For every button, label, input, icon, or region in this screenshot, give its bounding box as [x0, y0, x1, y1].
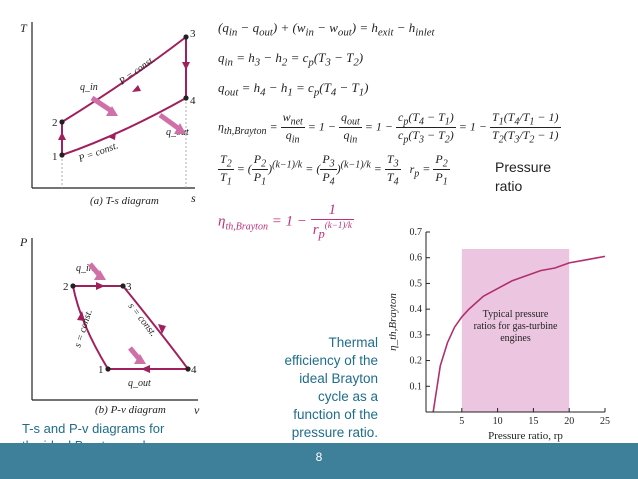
pv-qin-label: q_in [76, 263, 94, 274]
eq-q-in: qin = h3 − h2 = cp(T3 − T2) [218, 50, 364, 69]
thermal-caption-line-4: cycle as a [317, 389, 378, 404]
chart-x-ticks: 5 10 15 20 25 [459, 408, 610, 427]
y-tick-label: 0.5 [410, 278, 423, 289]
page-number: 8 [315, 450, 323, 464]
pv-y-label: P [19, 235, 28, 249]
y-tick-label: 0.2 [410, 356, 423, 367]
chart-y-label: η_th,Brayton [387, 293, 399, 351]
pv-cycle-3-4 [122, 285, 189, 370]
pv-x-label: v [194, 403, 200, 417]
x-tick-label: 20 [564, 416, 574, 427]
ts-cycle-2-3 [61, 36, 187, 123]
typical-range-label: Typical pressure ratios for gas-turbine en… [474, 309, 558, 344]
ts-caption: (a) T-s diagram [90, 195, 159, 207]
pv-cycle-1-2 [72, 285, 109, 370]
pv-diagram: P v 1 2 3 4 s = const. s = const. q_in q… [19, 235, 200, 417]
y-tick-label: 0.7 [410, 227, 423, 238]
efficiency-chart: 5 10 15 20 25 0.1 0.2 0.3 0.4 0.5 0.6 0.7 Typical … [387, 227, 610, 442]
eq-efficiency: ηth,Brayton = wnet qin = 1 − qout qin = 1 … [218, 110, 561, 146]
ts-state-1: 1 [52, 151, 58, 163]
eq-final-efficiency: ηth,Brayton = 1 − 1 rp(k−1)/k [218, 202, 354, 241]
pv-qout-label: q_out [128, 378, 151, 389]
pv-state-4: 4 [191, 364, 197, 376]
chart-y-ticks: 0.1 0.2 0.3 0.4 0.5 0.6 0.7 [410, 227, 430, 392]
x-tick-label: 25 [600, 416, 610, 427]
thermal-caption: Thermal efficiency of the ideal Brayton … [250, 334, 378, 442]
y-tick-label: 0.6 [410, 253, 423, 264]
ts-pconst-lower: P = const. [76, 140, 120, 165]
pressure-ratio-label: Pressure ratio [495, 159, 552, 194]
x-tick-label: 5 [459, 416, 464, 427]
ts-y-label: T [20, 21, 28, 35]
ts-qin-arrow [90, 95, 112, 113]
ts-cycle-4-1 [61, 97, 187, 156]
ts-qout-arrow [158, 112, 180, 131]
chart-x-label: Pressure ratio, rp [488, 430, 563, 442]
pv-sconst-left: s = const. [72, 308, 95, 349]
ts-qin-label: q_in [80, 82, 98, 93]
pv-state-1: 1 [98, 364, 104, 376]
thermal-caption-line-6: pressure ratio. [291, 425, 378, 440]
typical-range-shade [461, 249, 570, 412]
pv-caption: (b) P-v diagram [95, 404, 166, 416]
thermal-caption-line-1: Thermal [328, 335, 378, 350]
pv-state-2: 2 [63, 281, 69, 293]
thermal-caption-line-5: function of the [293, 407, 378, 422]
footer-bar: 8 [0, 443, 638, 479]
ts-state-3: 3 [190, 28, 196, 40]
thermal-caption-line-3: ideal Brayton [299, 371, 378, 386]
ts-diagram: T s 1 2 3 4 P = const. P = const. q_in q… [20, 21, 196, 205]
eq-energy-balance: (qin − qout) + (win − wout) = hexit − hi… [218, 20, 435, 39]
pv-state-3: 3 [126, 281, 132, 293]
ts-state-2: 2 [52, 117, 58, 129]
y-tick-label: 0.3 [410, 330, 423, 341]
efficiency-curve [432, 255, 606, 413]
ts-x-label: s [191, 191, 196, 205]
x-tick-label: 10 [493, 416, 503, 427]
y-tick-label: 0.4 [410, 304, 423, 315]
ts-state-4: 4 [190, 95, 196, 107]
thermal-caption-line-2: efficiency of the [284, 353, 378, 368]
pv-sconst-right: s = const. [126, 301, 159, 339]
x-tick-label: 15 [528, 416, 538, 427]
eq-isentropic: T2 T1 = (P2 P1)(k−1)/k = (P3 P4)(k−1)/k = T… [218, 152, 450, 188]
y-tick-label: 0.1 [410, 381, 423, 392]
figure-caption-line-1: T-s and P-v diagrams for [22, 421, 165, 436]
ts-pconst-upper: P = const. [116, 54, 157, 88]
eq-q-out: qout = h4 − h1 = cp(T4 − T1) [218, 80, 369, 99]
